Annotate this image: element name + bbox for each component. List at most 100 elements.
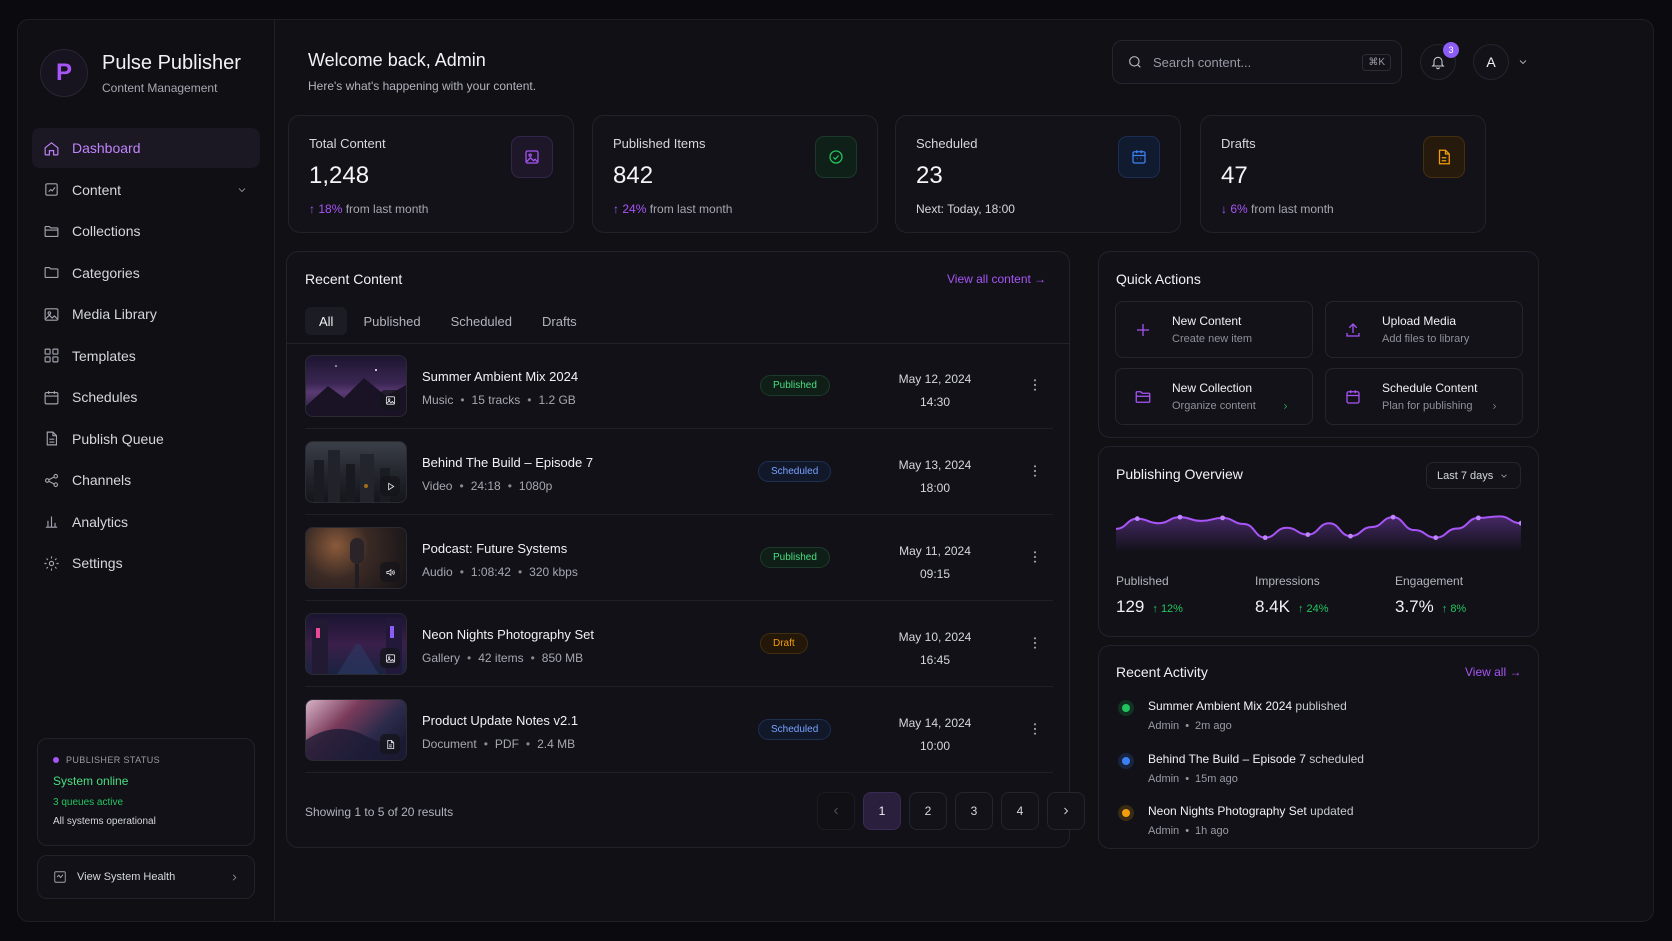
brand[interactable]: P Pulse Publisher Content Management (40, 49, 241, 97)
upload-media-button[interactable]: Upload Media Add files to library (1325, 301, 1523, 358)
document-icon (46, 431, 58, 446)
edit-icon (45, 183, 58, 196)
new-collection-button[interactable]: New Collection Organize content (1115, 368, 1313, 425)
sidebar-item-collections[interactable]: Collections (32, 211, 260, 251)
sidebar-item-label: Media Library (72, 306, 157, 322)
new-content-button[interactable]: New Content Create new item (1115, 301, 1313, 358)
chevron-left-icon (833, 807, 838, 815)
page-title: Welcome back, Admin (308, 50, 486, 70)
document-icon (386, 739, 394, 749)
action-title: Schedule Content (1382, 381, 1478, 395)
more-options-button[interactable] (1027, 721, 1043, 737)
stat-value: 47 (1221, 162, 1248, 189)
next-page-button[interactable] (1047, 792, 1085, 830)
sidebar-item-settings[interactable]: Settings (32, 543, 260, 583)
table-row[interactable]: Neon Nights Photography Set Gallery • 42 i… (305, 601, 1053, 687)
chevron-down-icon[interactable] (1517, 56, 1529, 68)
date-range-select[interactable]: Last 7 days (1426, 462, 1521, 489)
view-system-health-button[interactable]: View System Health (37, 855, 255, 899)
activity-dot (1118, 700, 1134, 716)
gear-icon (44, 555, 59, 571)
content-title[interactable]: Behind The Build – Episode 7 (422, 455, 594, 470)
metric-value: 8.4K ↑ 24% (1255, 597, 1329, 616)
results-summary: Showing 1 to 5 of 20 results (305, 805, 454, 819)
tab-all[interactable]: All (305, 307, 348, 335)
metric-published: Published 129 ↑ 12% (1116, 574, 1183, 617)
pagination: 1 2 3 4 (809, 792, 1085, 830)
metric-engagement: Engagement 3.7% ↑ 8% (1395, 574, 1466, 617)
table-row[interactable]: Podcast: Future Systems Audio • 1:08:42 • 32… (305, 515, 1053, 601)
content-title[interactable]: Summer Ambient Mix 2024 (422, 369, 579, 384)
sidebar-item-schedules[interactable]: Schedules (32, 377, 260, 417)
stat-icon (1118, 136, 1160, 178)
tab-drafts[interactable]: Drafts (542, 313, 577, 329)
sidebar-item-media-library[interactable]: Media Library (32, 294, 260, 334)
schedule-content-button[interactable]: Schedule Content Plan for publishing (1325, 368, 1523, 425)
sidebar-item-label: Settings (72, 555, 123, 571)
recent-activity-panel: Recent Activity View all → Summer Ambien… (1098, 645, 1539, 849)
sidebar-item-content[interactable]: Content (32, 170, 260, 210)
view-all-activity-link[interactable]: View all → (1465, 665, 1522, 679)
image-icon (385, 653, 395, 663)
sidebar-item-label: Templates (72, 347, 136, 364)
brand-title: Pulse Publisher (102, 51, 241, 74)
search-box[interactable]: ⌘K (1112, 40, 1402, 84)
sidebar-item-dashboard[interactable]: Dashboard (32, 128, 260, 168)
content-title[interactable]: Product Update Notes v2.1 (422, 713, 579, 728)
thumbnail-type-badge (380, 562, 400, 582)
stat-card-total-content: Total Content 1,248 ↑ 18% from last mont… (288, 115, 574, 233)
search-input[interactable] (1153, 54, 1353, 70)
notifications-button[interactable]: 3 (1420, 42, 1459, 80)
neon-street-graphic (312, 618, 402, 674)
folder-icon (1135, 391, 1151, 403)
check-circle-icon (829, 150, 843, 164)
status-badge: Published (760, 547, 830, 568)
metric-value: 3.7% ↑ 8% (1395, 597, 1467, 616)
thumbnail-type-badge (380, 476, 400, 496)
content-tabs: All Published Scheduled Drafts (305, 307, 593, 335)
stat-card-published-items: Published Items 842 ↑ 24% from last mont… (592, 115, 878, 233)
status-badge: Published (760, 375, 830, 396)
sparkline-point (1177, 514, 1183, 520)
status-ops: All systems operational (53, 816, 156, 827)
thumbnail-type-badge (380, 648, 400, 668)
page-button-2[interactable]: 2 (909, 792, 947, 830)
more-options-button[interactable] (1027, 549, 1043, 565)
tab-scheduled[interactable]: Scheduled (450, 313, 513, 329)
table-row[interactable]: Summer Ambient Mix 2024 Music • 15 tracks •… (305, 343, 1053, 429)
image-icon (44, 307, 59, 321)
view-all-content-link[interactable]: View all content → (947, 272, 1047, 286)
recent-content-panel: Recent Content View all content → All Pu… (286, 251, 1085, 848)
metric-label: Engagement (1395, 574, 1464, 588)
page-button-4[interactable]: 4 (1001, 792, 1039, 830)
sidebar-item-channels[interactable]: Channels (32, 460, 260, 500)
more-options-button[interactable] (1027, 463, 1043, 479)
activity-text: Behind The Build – Episode 7 scheduled (1148, 752, 1364, 766)
chevron-down-icon[interactable] (236, 184, 248, 196)
content-title[interactable]: Podcast: Future Systems (422, 541, 568, 556)
action-subtitle: Plan for publishing (1382, 400, 1473, 412)
prev-page-button[interactable] (817, 792, 855, 830)
play-icon (387, 482, 394, 490)
more-options-button[interactable] (1027, 635, 1043, 651)
table-row[interactable]: Product Update Notes v2.1 Document • PDF • 2… (305, 687, 1053, 773)
content-title[interactable]: Neon Nights Photography Set (422, 627, 594, 642)
table-row[interactable]: Behind The Build – Episode 7 Video • 24:18… (305, 429, 1053, 515)
activity-dot (1118, 805, 1134, 821)
avatar[interactable]: A (1473, 44, 1509, 80)
sidebar-item-analytics[interactable]: Analytics (32, 502, 260, 542)
stat-card-drafts: Drafts 47 ↓ 6% from last month (1200, 115, 1486, 233)
sidebar-item-publish-queue[interactable]: Publish Queue (32, 419, 260, 459)
page-button-3[interactable]: 3 (955, 792, 993, 830)
page-button-1[interactable]: 1 (863, 792, 901, 830)
bell-icon (1431, 56, 1445, 70)
tab-published[interactable]: Published (363, 313, 421, 329)
content-date: May 11, 2024 09:15 (899, 544, 971, 581)
content-meta: Gallery • 42 items • 850 MB (422, 651, 584, 665)
notification-badge: 3 (1443, 42, 1459, 58)
more-options-button[interactable] (1027, 377, 1043, 393)
sidebar-item-templates[interactable]: Templates (32, 336, 260, 376)
sidebar-item-categories[interactable]: Categories (32, 253, 260, 293)
calendar-icon (1132, 150, 1146, 164)
content-thumbnail (305, 527, 407, 589)
